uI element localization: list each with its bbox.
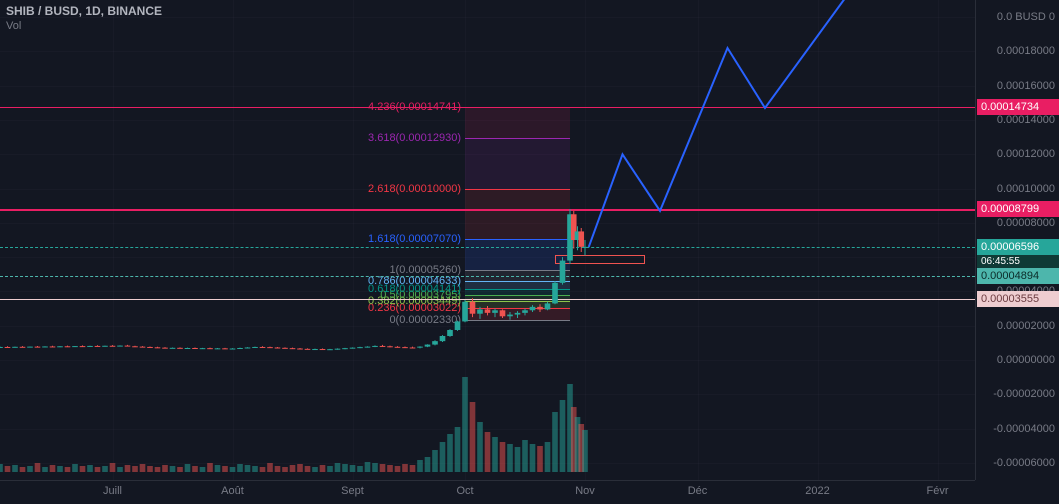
y-tick-label: 0.00014000 <box>997 114 1055 126</box>
price-tag: 0.00004894 <box>977 268 1059 284</box>
volume-label: Vol <box>6 20 162 32</box>
y-tick-label: 0.00000000 <box>997 354 1055 366</box>
chart-header: SHIB / BUSD, 1D, BINANCE Vol <box>6 4 162 32</box>
x-tick-label: Août <box>221 485 244 497</box>
y-tick-label: 0.00012000 <box>997 148 1055 160</box>
y-tick-label: -0.00002000 <box>993 388 1055 400</box>
y-tick-label: 0.00010000 <box>997 183 1055 195</box>
price-svg <box>0 0 975 480</box>
x-tick-label: Juill <box>103 485 122 497</box>
y-tick-label: -0.00004000 <box>993 423 1055 435</box>
countdown-tag: 06:45:55 <box>977 255 1059 268</box>
symbol-label[interactable]: SHIB / BUSD, 1D, BINANCE <box>6 4 162 18</box>
y-axis[interactable]: 0.0 BUSD 0 0.00018000 0.00016000 0.00014000… <box>975 0 1059 480</box>
y-tick-label: 0.00002000 <box>997 320 1055 332</box>
price-tag: 0.00006596 <box>977 239 1059 255</box>
price-tag: 0.00014734 <box>977 99 1059 115</box>
y-tick-label: 0.00016000 <box>997 80 1055 92</box>
plot-area[interactable]: 0(0.00002330)0.236(0.00003022)0.382(0.00… <box>0 0 975 480</box>
projection-line[interactable] <box>589 0 863 247</box>
chart-container: SHIB / BUSD, 1D, BINANCE Vol 0(0.0000233… <box>0 0 1059 504</box>
x-tick-label: Févr <box>927 485 949 497</box>
x-tick-label: Oct <box>456 485 473 497</box>
price-tag: 0.00008799 <box>977 201 1059 217</box>
y-tick-label: 0.0 BUSD 0 <box>997 11 1055 23</box>
price-tag: 0.00003555 <box>977 291 1059 307</box>
y-tick-label: 0.00018000 <box>997 45 1055 57</box>
x-tick-label: Sept <box>341 485 364 497</box>
x-axis[interactable]: Juill Août Sept Oct Nov Déc 2022 Févr <box>0 480 975 504</box>
y-tick-label: 0.00008000 <box>997 217 1055 229</box>
x-tick-label: Déc <box>688 485 708 497</box>
x-tick-label: 2022 <box>805 485 829 497</box>
x-tick-label: Nov <box>575 485 595 497</box>
y-tick-label: -0.00006000 <box>993 457 1055 469</box>
